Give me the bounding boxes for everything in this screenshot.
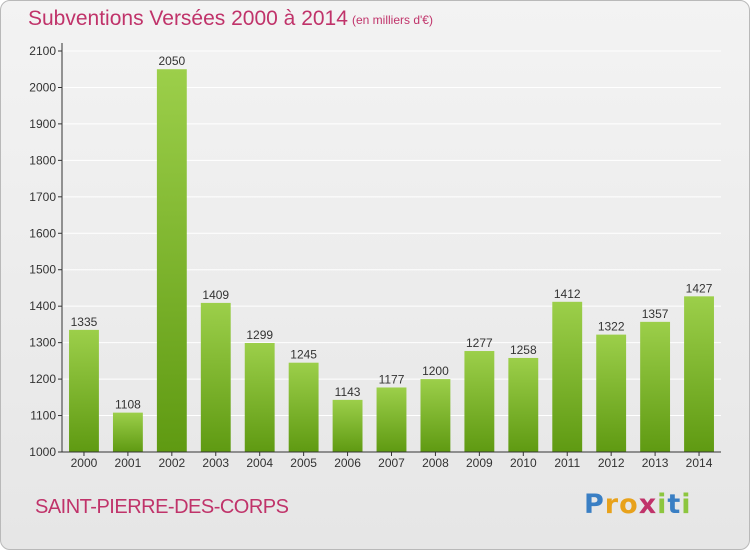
- x-tick-label: 2012: [598, 456, 625, 470]
- bar: [552, 301, 583, 452]
- bar-value-label: 1412: [554, 287, 581, 301]
- y-tick-label: 1800: [29, 153, 56, 167]
- x-tick-label: 2013: [642, 456, 669, 470]
- proxiti-logo[interactable]: Proxiti: [584, 489, 692, 520]
- bar: [376, 387, 407, 452]
- bar-value-label: 2050: [158, 54, 185, 68]
- bar: [464, 351, 495, 452]
- chart-subtitle: (en milliers d'€): [352, 13, 433, 27]
- y-tick-label: 2000: [29, 80, 56, 94]
- bar-value-label: 1335: [71, 315, 98, 329]
- x-tick-label: 2014: [686, 456, 713, 470]
- x-tick-label: 2007: [378, 456, 405, 470]
- chart-title: Subventions Versées 2000 à 2014: [28, 7, 348, 30]
- logo-letter: t: [667, 489, 682, 520]
- logo-letter: r: [604, 489, 620, 520]
- bar-value-label: 1277: [466, 336, 493, 350]
- y-tick-label: 1900: [29, 117, 56, 131]
- logo-letter: P: [584, 489, 605, 520]
- bar: [508, 357, 539, 452]
- bar: [420, 379, 451, 452]
- x-tick-label: 2002: [158, 456, 185, 470]
- bar: [69, 329, 99, 452]
- bar: [288, 362, 319, 452]
- x-tick-label: 2005: [290, 456, 317, 470]
- bar-value-label: 1245: [290, 348, 317, 362]
- y-tick-label: 2100: [29, 44, 56, 58]
- x-tick-label: 2006: [334, 456, 361, 470]
- bar: [156, 69, 187, 453]
- logo-letter: o: [619, 489, 639, 520]
- bar-value-label: 1177: [379, 372, 405, 386]
- x-tick-label: 2008: [422, 456, 449, 470]
- x-tick-label: 2010: [510, 456, 537, 470]
- x-tick-label: 2011: [554, 456, 580, 470]
- x-tick-label: 2009: [466, 456, 493, 470]
- y-tick-label: 1500: [29, 263, 56, 277]
- logo-letter: i: [681, 489, 692, 520]
- x-tick-label: 2003: [202, 456, 229, 470]
- y-tick-label: 1600: [29, 226, 56, 240]
- bar: [244, 343, 275, 452]
- bar: [596, 334, 627, 452]
- logo-letter: x: [638, 489, 658, 520]
- y-tick-label: 1000: [29, 445, 56, 459]
- bar-value-label: 1322: [598, 320, 625, 334]
- bar-value-label: 1409: [202, 288, 229, 302]
- bar-value-label: 1357: [642, 307, 669, 321]
- bar: [112, 412, 143, 452]
- y-tick-label: 1400: [29, 299, 56, 313]
- x-tick-label: 2000: [71, 456, 98, 470]
- bar-value-label: 1299: [246, 328, 273, 342]
- x-tick-label: 2004: [246, 456, 273, 470]
- bar: [684, 296, 714, 452]
- commune-name: SAINT-PIERRE-DES-CORPS: [35, 496, 289, 518]
- bar: [640, 321, 671, 452]
- logo-letter: i: [657, 489, 668, 520]
- bar-value-label: 1427: [686, 281, 713, 295]
- y-tick-label: 1200: [29, 372, 56, 386]
- y-tick-label: 1700: [29, 190, 56, 204]
- x-tick-label: 2001: [115, 456, 142, 470]
- bar-value-label: 1258: [510, 343, 537, 357]
- bar-value-label: 1143: [335, 385, 361, 399]
- bar-value-label: 1200: [422, 364, 449, 378]
- bar-value-label: 1108: [115, 398, 141, 412]
- y-tick-label: 1100: [30, 409, 56, 423]
- bar: [332, 399, 363, 452]
- bar: [200, 302, 231, 452]
- y-tick-label: 1300: [29, 336, 56, 350]
